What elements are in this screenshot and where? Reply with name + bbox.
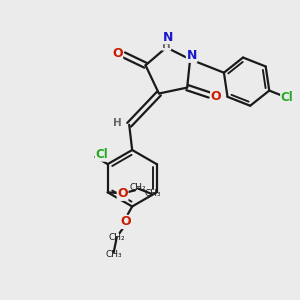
Text: O: O bbox=[117, 187, 128, 200]
Text: H: H bbox=[162, 40, 171, 50]
Text: N: N bbox=[163, 31, 173, 44]
Text: CH₃: CH₃ bbox=[105, 250, 122, 259]
Text: Cl: Cl bbox=[281, 92, 293, 104]
Text: Cl: Cl bbox=[95, 148, 108, 161]
Text: CH₂: CH₂ bbox=[108, 233, 125, 242]
Text: N: N bbox=[186, 49, 197, 62]
Text: O: O bbox=[211, 90, 221, 103]
Text: O: O bbox=[112, 47, 123, 60]
Text: CH₃: CH₃ bbox=[145, 189, 161, 198]
Text: O: O bbox=[120, 215, 131, 228]
Text: CH₂: CH₂ bbox=[130, 183, 146, 192]
Text: H: H bbox=[113, 118, 122, 128]
